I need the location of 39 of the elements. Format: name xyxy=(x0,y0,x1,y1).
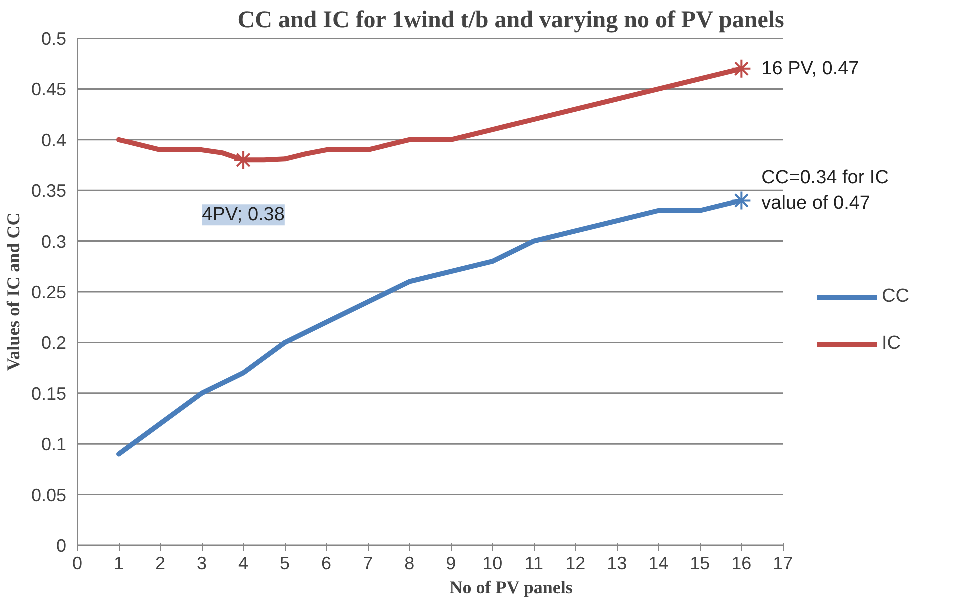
legend-label: CC xyxy=(882,286,910,308)
legend-label: IC xyxy=(882,333,902,355)
x-tick-label: 0 xyxy=(72,554,83,574)
x-tick-label: 3 xyxy=(197,554,208,574)
x-tick-label: 13 xyxy=(607,554,628,574)
point xyxy=(732,190,752,211)
x-tick-label: 15 xyxy=(690,554,710,574)
y-tick-label: 0.1 xyxy=(41,434,67,455)
x-axis-title: No of PV panels xyxy=(450,578,573,598)
x-tick-label: 2 xyxy=(156,554,166,574)
y-tick-label: 0.5 xyxy=(41,29,67,49)
x-tick-label: 6 xyxy=(322,554,332,574)
chart-title: CC and IC for 1wind t/b and varying no of PV panels xyxy=(238,8,784,34)
x-tick-label: 17 xyxy=(773,554,794,574)
y-tick-label: 0.45 xyxy=(31,80,67,100)
x-tick-label: 9 xyxy=(446,554,456,574)
x-tick-label: 1 xyxy=(114,554,124,574)
y-tick-label: 0.3 xyxy=(41,232,67,252)
y-tick-label: 0 xyxy=(56,536,67,556)
y-tick-label: 0.2 xyxy=(41,333,67,354)
y-axis-title: Values of IC and CC xyxy=(3,212,24,372)
x-tick-label: 7 xyxy=(363,554,374,574)
x-tick-label: 12 xyxy=(566,554,586,574)
data-label: 16 PV, 0.47 xyxy=(762,58,860,80)
y-tick-label: 0.4 xyxy=(41,130,67,150)
x-tick-label: 16 xyxy=(732,554,752,574)
y-tick-label: 0.25 xyxy=(31,282,67,302)
x-tick-label: 4 xyxy=(238,554,249,574)
x-tick-label: 14 xyxy=(648,554,669,574)
x-tick-label: 11 xyxy=(524,554,544,574)
x-tick-label: 10 xyxy=(482,554,503,574)
data-label: 4PV; 0.38 xyxy=(202,204,285,226)
y-tick-label: 0.15 xyxy=(31,384,67,404)
y-tick-label: 0.35 xyxy=(31,181,67,202)
data-label: CC=0.34 for IC value of 0.47 xyxy=(762,168,889,214)
x-tick-label: 8 xyxy=(404,554,415,574)
point xyxy=(732,58,752,79)
x-tick-label: 5 xyxy=(280,554,290,574)
y-tick-label: 0.05 xyxy=(31,485,67,506)
